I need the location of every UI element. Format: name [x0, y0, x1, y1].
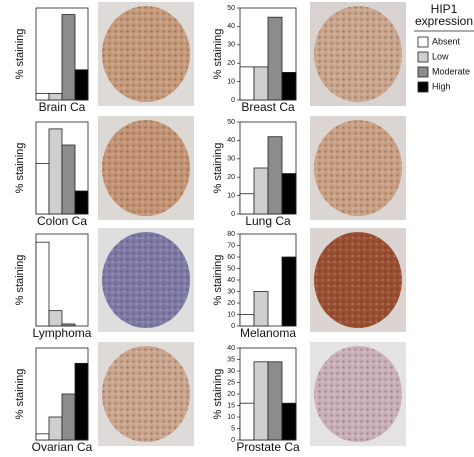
bar: [239, 193, 255, 215]
bar: [74, 362, 89, 441]
y-tick-label: 50: [227, 119, 235, 126]
y-axis-label: % staining: [14, 369, 26, 420]
y-tick-label: 40: [227, 277, 235, 284]
y-tick-label: 50: [227, 265, 235, 272]
y-tick-label: 25: [227, 379, 235, 386]
tissue-texture: [314, 6, 402, 102]
tissue-texture: [314, 120, 402, 216]
bar: [61, 144, 76, 215]
bar: [35, 162, 50, 215]
y-tick-label: 80: [227, 231, 235, 238]
y-tick-label: 0: [231, 211, 235, 218]
tissue-texture: [102, 346, 190, 442]
legend-swatch: [417, 66, 429, 78]
chart-title: Breast Ca: [241, 100, 295, 114]
y-tick-label: 30: [227, 42, 235, 49]
tissue-texture: [102, 6, 190, 102]
tissue-texture: [314, 346, 402, 442]
bar: [61, 14, 76, 101]
y-tick-label: 15: [227, 402, 235, 409]
bar: [239, 314, 255, 327]
bar: [48, 310, 63, 327]
bar: [253, 291, 269, 327]
legend-label: High: [432, 81, 451, 91]
legend-swatch: [417, 81, 429, 93]
bar: [239, 66, 255, 101]
y-tick-label: 60: [227, 254, 235, 261]
bar: [281, 256, 297, 327]
bar: [48, 93, 63, 101]
y-axis-label: % staining: [14, 143, 26, 194]
tissue-texture: [314, 232, 402, 328]
y-tick-label: 20: [227, 174, 235, 181]
legend-swatch: [417, 36, 429, 48]
y-tick-label: 35: [227, 356, 235, 363]
y-tick-label: 20: [227, 300, 235, 307]
chart-title: Lymphoma: [33, 326, 92, 340]
y-tick-label: 5: [231, 425, 235, 432]
bar: [48, 128, 63, 215]
bar: [48, 416, 63, 441]
y-tick-label: 40: [227, 23, 235, 30]
bar: [61, 393, 76, 441]
bar: [267, 136, 283, 215]
bar: [74, 190, 89, 215]
legend-title: expression: [415, 14, 473, 28]
legend-label: Absent: [432, 36, 461, 46]
y-axis-label: % staining: [14, 29, 26, 80]
chart-title: Ovarian Ca: [32, 440, 93, 454]
y-tick-label: 30: [227, 156, 235, 163]
y-axis-label: % staining: [212, 369, 224, 420]
y-axis-label: % staining: [212, 29, 224, 80]
y-tick-label: 50: [227, 5, 235, 12]
chart-title: Colon Ca: [37, 214, 87, 228]
tissue-texture: [102, 232, 190, 328]
chart-title: Brain Ca: [39, 100, 86, 114]
y-tick-label: 20: [227, 60, 235, 67]
bar: [253, 361, 269, 441]
bar: [281, 173, 297, 215]
bar: [253, 167, 269, 215]
bar: [253, 66, 269, 101]
y-tick-label: 10: [227, 311, 235, 318]
bar: [281, 402, 297, 441]
bar: [35, 241, 50, 327]
y-tick-label: 40: [227, 345, 235, 352]
y-tick-label: 10: [227, 78, 235, 85]
chart-title: Prostate Ca: [236, 440, 300, 454]
chart-title: Melanoma: [240, 326, 296, 340]
y-axis-label: % staining: [212, 143, 224, 194]
legend-swatch: [417, 51, 429, 63]
bar: [281, 72, 297, 101]
y-tick-label: 0: [231, 97, 235, 104]
bar: [61, 323, 76, 327]
tissue-texture: [102, 120, 190, 216]
y-tick-label: 30: [227, 368, 235, 375]
y-tick-label: 10: [227, 414, 235, 421]
y-tick-label: 40: [227, 137, 235, 144]
y-tick-label: 20: [227, 391, 235, 398]
legend-title: HIP1: [431, 2, 458, 16]
y-tick-label: 0: [231, 323, 235, 330]
y-axis-label: % staining: [212, 255, 224, 306]
bar: [267, 361, 283, 441]
y-tick-label: 0: [231, 437, 235, 444]
legend-label: Moderate: [432, 66, 470, 76]
y-tick-label: 30: [227, 288, 235, 295]
bar: [239, 402, 255, 441]
y-tick-label: 10: [227, 192, 235, 199]
y-tick-label: 70: [227, 242, 235, 249]
y-axis-label: % staining: [14, 255, 26, 306]
legend-label: Low: [432, 51, 449, 61]
bar: [35, 93, 50, 101]
chart-title: Lung Ca: [245, 214, 291, 228]
bar: [35, 433, 50, 441]
bar: [267, 16, 283, 101]
bar: [74, 69, 89, 101]
